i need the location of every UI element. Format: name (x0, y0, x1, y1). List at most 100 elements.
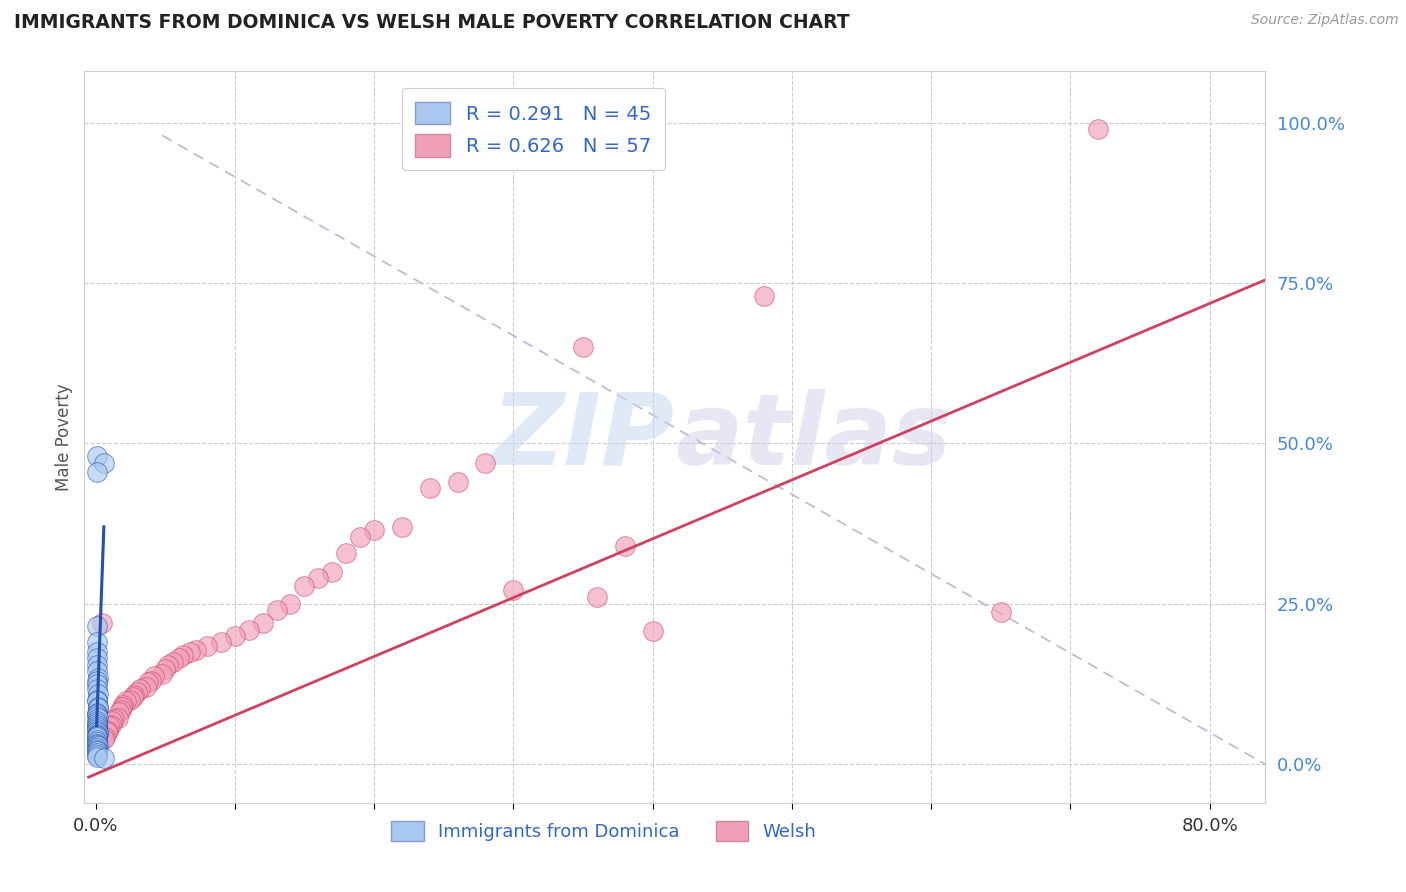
Point (224, 629, 246, 643)
Point (108, 705, 131, 719)
Point (86, 714, 108, 728)
Point (335, 545, 357, 559)
Text: atlas: atlas (675, 389, 952, 485)
Point (111, 699, 134, 714)
Point (87, 701, 110, 715)
Text: ZIP: ZIP (492, 389, 675, 485)
Point (391, 520, 413, 534)
Point (129, 681, 152, 696)
Point (266, 603, 288, 617)
Point (86, 665, 108, 679)
Point (86, 717, 108, 731)
Point (86, 715, 108, 730)
Point (91, 616, 114, 631)
Point (93, 456, 115, 470)
Point (86, 747, 108, 762)
Text: Source: ZipAtlas.com: Source: ZipAtlas.com (1251, 13, 1399, 28)
Point (115, 694, 138, 708)
Point (86, 645, 108, 659)
Point (101, 714, 124, 728)
Point (156, 657, 179, 672)
Point (86, 677, 108, 691)
Point (1087, 122, 1109, 136)
Point (127, 685, 149, 699)
Point (86, 681, 108, 696)
Point (184, 643, 207, 657)
Point (86, 728, 108, 742)
Point (135, 681, 157, 695)
Point (752, 289, 775, 303)
Point (100, 717, 122, 731)
Point (86, 708, 108, 723)
Text: IMMIGRANTS FROM DOMINICA VS WELSH MALE POVERTY CORRELATION CHART: IMMIGRANTS FROM DOMINICA VS WELSH MALE P… (14, 13, 849, 32)
Point (172, 648, 194, 663)
Point (86, 671, 108, 685)
Point (86, 450, 108, 464)
Point (96, 725, 118, 739)
Point (86, 706, 108, 720)
Point (103, 712, 125, 726)
Point (86, 693, 108, 707)
Point (86, 741, 108, 756)
Point (94, 731, 117, 745)
Point (86, 720, 108, 734)
Point (613, 539, 636, 553)
Point (86, 726, 108, 740)
Point (321, 565, 343, 579)
Point (86, 746, 108, 760)
Point (98, 719, 121, 733)
Point (294, 579, 316, 593)
Point (87, 699, 110, 714)
Point (419, 482, 441, 496)
Point (110, 703, 132, 717)
Point (138, 675, 160, 690)
Point (307, 571, 329, 585)
Point (238, 623, 260, 637)
Point (252, 616, 274, 631)
Point (86, 743, 108, 757)
Point (153, 662, 176, 676)
Point (86, 749, 108, 764)
Point (93, 731, 115, 746)
Point (86, 651, 108, 665)
Point (124, 688, 146, 702)
Point (97, 723, 120, 738)
Point (112, 698, 135, 713)
Point (86, 707, 108, 722)
Point (167, 651, 190, 665)
Point (87, 711, 110, 725)
Point (179, 645, 201, 659)
Point (86, 635, 108, 649)
Legend: Immigrants from Dominica, Welsh: Immigrants from Dominica, Welsh (384, 814, 824, 848)
Point (86, 619, 108, 633)
Point (87, 687, 110, 701)
Point (349, 529, 371, 543)
Point (86, 731, 108, 745)
Point (586, 591, 609, 605)
Point (162, 655, 184, 669)
Point (363, 523, 385, 537)
Point (86, 739, 108, 754)
Point (86, 723, 108, 738)
Point (86, 657, 108, 672)
Point (120, 693, 142, 707)
Point (86, 729, 108, 743)
Point (122, 690, 145, 704)
Point (86, 733, 108, 747)
Point (86, 744, 108, 758)
Point (572, 340, 595, 354)
Point (93, 751, 115, 765)
Point (641, 624, 664, 638)
Point (107, 711, 129, 725)
Point (86, 466, 108, 480)
Point (280, 597, 302, 611)
Point (990, 605, 1012, 619)
Point (86, 738, 108, 752)
Point (87, 725, 110, 739)
Point (502, 582, 524, 597)
Point (474, 456, 496, 470)
Point (86, 722, 108, 736)
Point (195, 639, 218, 653)
Point (86, 673, 108, 688)
Y-axis label: Male Poverty: Male Poverty (55, 384, 73, 491)
